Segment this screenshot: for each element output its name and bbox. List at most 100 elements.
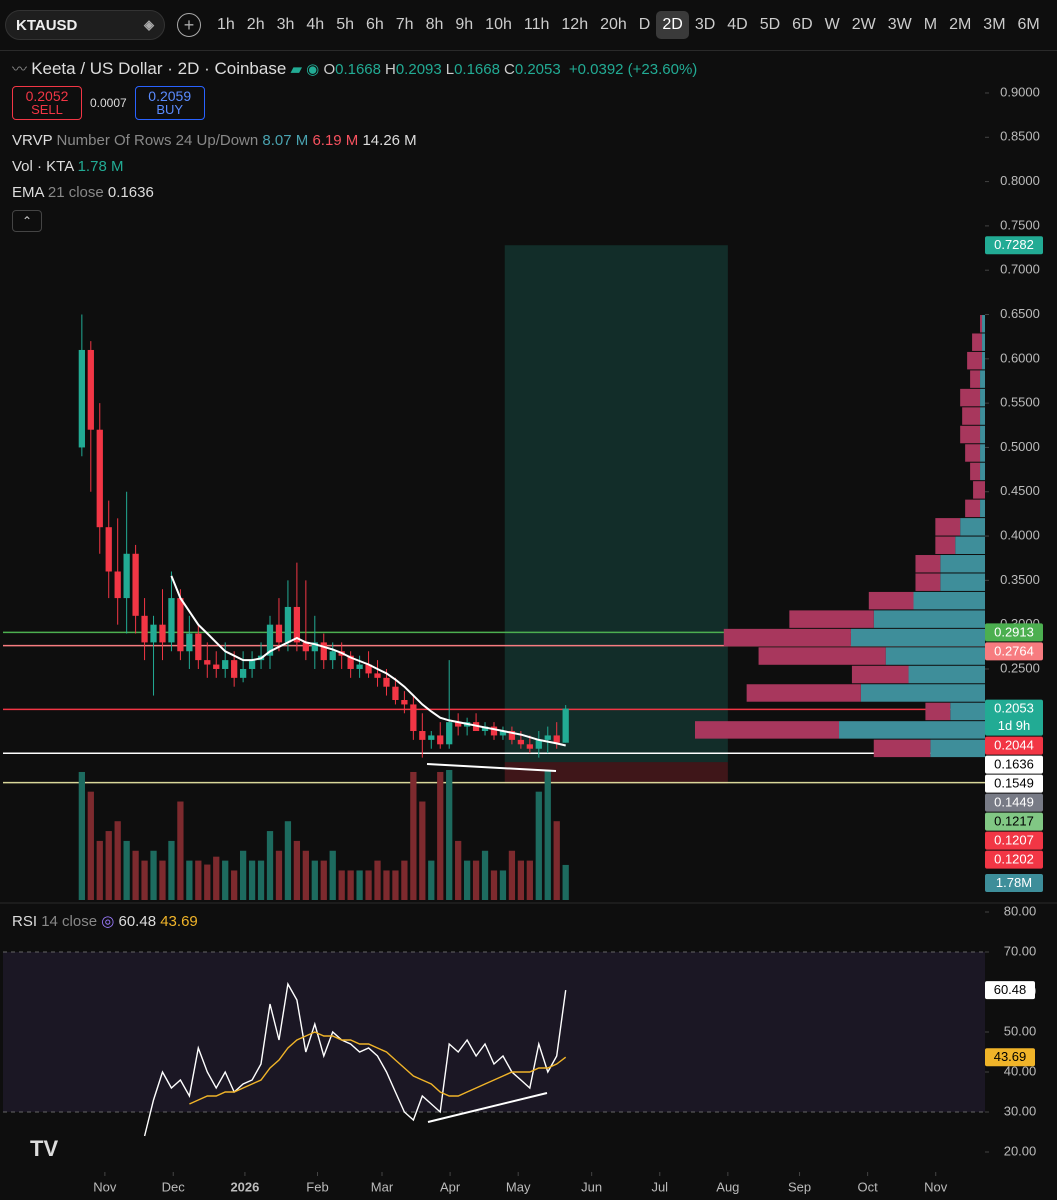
y-tick-label: 0.9000 [1000,84,1040,99]
vrvp-up [980,499,985,518]
candle-body [526,744,533,749]
interval-button[interactable]: 7h [395,16,414,33]
vrvp-down [960,425,981,444]
ema-legend: EMA 21 close 0.1636 [12,184,154,201]
vrvp-up [982,315,985,333]
volume-bar [141,860,148,900]
volume-bar [248,860,256,900]
volume-bar [87,791,94,900]
vrvp-down [868,591,914,610]
y-tick-label: 0.4000 [1000,527,1040,542]
indicator-value: 1.78 M [77,158,124,175]
interval-button[interactable]: D [638,16,651,33]
interval-button[interactable]: 1h [217,16,235,33]
interval-button[interactable]: 6D [792,16,813,33]
rsi-legend: RSI 14 close ◎ 60.48 43.69 [12,912,198,930]
volume-bar [159,860,166,900]
ema-line [170,575,566,747]
volume-bar [284,821,292,900]
volume-bar [535,791,542,900]
vrvp-down [970,370,981,388]
indicator-name: Vol · KTA [12,158,74,175]
candle-body [123,553,130,599]
candle-body [356,664,363,669]
sell-button[interactable]: 0.2052 SELL [12,86,82,120]
volume-bar [320,860,327,900]
indicator-params: 21 close [47,184,104,201]
x-tick-label: Nov [93,1179,117,1194]
interval-button[interactable]: W [824,16,840,33]
rsi-tag-label: 43.69 [994,1049,1027,1064]
price-tag [985,736,1043,755]
interval-button[interactable]: 11h [523,16,550,33]
candle-body [150,624,157,643]
volume-bar [526,860,533,900]
y-tick-label: 0.2500 [1000,660,1040,675]
interval-button[interactable]: 20h [600,16,627,33]
interval-button[interactable]: 10h [485,16,512,33]
interval-button[interactable]: 3W [887,16,912,33]
interval-button[interactable]: 6h [365,16,384,33]
candle-body [392,686,399,700]
x-tick-label: May [506,1179,531,1194]
candle-body [428,735,435,740]
vrvp-up [980,388,985,407]
volume-bar [150,850,157,900]
interval-button[interactable]: 3h [276,16,295,33]
vrvp-up [885,647,985,665]
candle-body [284,606,292,643]
interval-button[interactable]: 3M [983,16,1006,33]
x-tick-label: Oct [858,1179,879,1194]
volume-bar [195,860,202,900]
candle-body [231,660,238,678]
candle-body [508,731,516,740]
interval-button[interactable]: 4D [727,16,748,33]
volume-bar [472,860,480,900]
interval-button[interactable]: M [923,16,938,33]
interval-button[interactable]: 4h [306,16,325,33]
x-tick-label: Feb [306,1179,328,1194]
candle-body [365,664,372,674]
volume-bar [293,840,301,900]
candle-body [499,731,507,736]
interval-button[interactable]: 12h [561,16,589,33]
interval-button[interactable]: 5h [336,16,354,33]
vrvp-legend: VRVP Number Of Rows 24 Up/Down 8.07 M 6.… [12,132,417,149]
interval-button[interactable]: 5D [759,16,781,33]
candle-body [544,735,551,740]
ohlc-value: 0.1668 [454,61,500,78]
volume-bar [347,870,354,900]
collapse-button[interactable]: ⌃ [12,210,42,232]
vrvp-up [982,333,985,351]
y-tick-label: 0.8000 [1000,173,1040,188]
y-tick-label: 80.00 [1004,903,1037,918]
interval-button[interactable]: 6M [1017,16,1040,33]
compare-button[interactable]: + [177,13,201,37]
interval-button[interactable]: 8h [425,16,444,33]
rsi-line [143,981,567,1137]
layer: 0.9000 0.8500 0.8000 0.7500 0.7000 0.6500 0.60… [3,84,1043,1194]
candle-body [446,722,453,745]
buy-button[interactable]: 0.2059 BUY [134,86,205,120]
interval-button[interactable]: 3D [694,16,716,33]
y-tick-label: 20.00 [1004,1143,1037,1158]
interval-button[interactable]: 9h [455,16,474,33]
interval-button[interactable]: 2h [246,16,265,33]
candle-body [186,633,193,652]
candle-body [195,633,202,661]
interval-button[interactable]: 2D [656,11,689,39]
sell-label: SELL [31,102,63,117]
vrvp-up [980,462,985,481]
x-tick-label: Aug [716,1179,739,1194]
volume-bar [257,860,265,900]
volume-bar [213,856,220,900]
y-tick-label: 70.00 [1004,943,1037,958]
rsi-line [189,1031,567,1105]
spread: 0.0007 [90,96,127,110]
interval-button[interactable]: 2M [949,16,972,33]
volume-bar [338,870,345,900]
x-tick-label: Mar [371,1179,394,1194]
interval-button[interactable]: 2W [851,16,876,33]
symbol-search[interactable]: KTAUSD ◈ [5,10,165,40]
